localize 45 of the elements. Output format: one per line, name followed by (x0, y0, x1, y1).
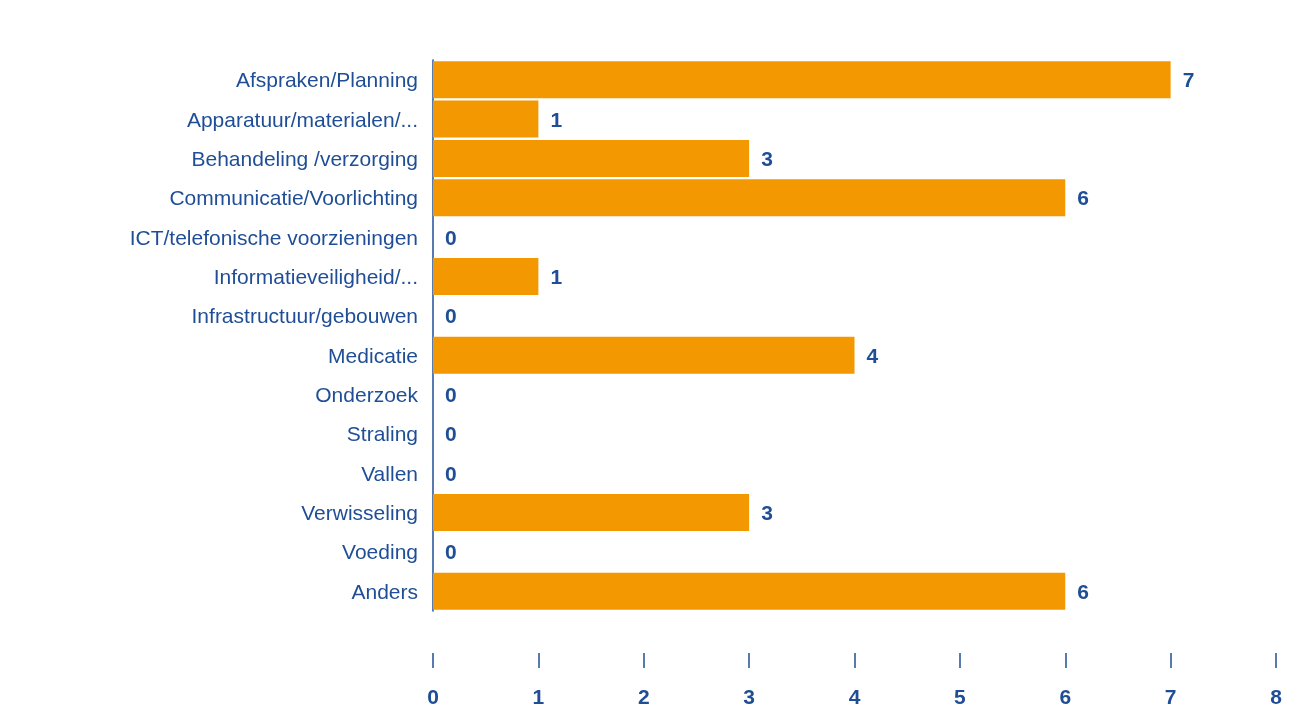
data-label: 6 (1077, 186, 1089, 210)
y-tick-label: Anders (351, 579, 418, 603)
bar (433, 100, 539, 138)
y-tick-label: Straling (346, 422, 418, 446)
x-tick-label: 7 (1164, 685, 1177, 708)
y-tick-label: Infrastructuur/gebouwen (191, 304, 418, 328)
bar (433, 257, 539, 295)
x-tick-label: 5 (954, 685, 967, 708)
x-tick-label: 0 (427, 685, 439, 708)
y-tick-label: Medicatie (328, 343, 418, 367)
data-label: 0 (445, 461, 457, 485)
y-tick-label: Informatieveiligheid/... (213, 264, 418, 288)
y-tick-label: ICT/telefonische voorzieningen (129, 225, 418, 249)
data-label: 3 (761, 146, 773, 170)
data-label: 3 (761, 501, 773, 525)
y-tick-label: Onderzoek (315, 383, 419, 407)
bar (433, 61, 1171, 99)
data-label: 0 (445, 304, 457, 328)
bar (433, 336, 855, 374)
y-tick-label: Verwisseling (301, 501, 418, 525)
y-tick-label: Apparatuur/materialen/... (186, 107, 418, 131)
x-tick-label: 3 (743, 685, 755, 708)
x-tick-label: 2 (637, 685, 650, 708)
data-label: 4 (866, 343, 879, 367)
y-tick-label: Vallen (361, 461, 418, 485)
data-label: 7 (1182, 68, 1195, 92)
bar (433, 572, 1066, 610)
data-label: 1 (550, 264, 563, 288)
bar (433, 494, 750, 532)
x-tick-label: 6 (1059, 685, 1072, 708)
y-tick-label: Communicatie/Voorlichting (169, 186, 418, 210)
data-label: 0 (445, 422, 457, 446)
y-tick-label: Behandeling /verzorging (191, 146, 418, 170)
bar (433, 139, 750, 177)
data-label: 1 (550, 107, 563, 131)
x-tick-label: 4 (848, 685, 861, 708)
x-tick-label: 1 (532, 685, 545, 708)
data-label: 0 (445, 383, 457, 407)
bar (433, 179, 1066, 217)
y-tick-label: Voeding (342, 540, 418, 564)
data-label: 6 (1077, 579, 1089, 603)
x-tick-label: 8 (1270, 685, 1283, 708)
data-label: 0 (445, 225, 457, 249)
y-tick-label: Afspraken/Planning (235, 68, 418, 92)
data-label: 0 (445, 540, 457, 564)
